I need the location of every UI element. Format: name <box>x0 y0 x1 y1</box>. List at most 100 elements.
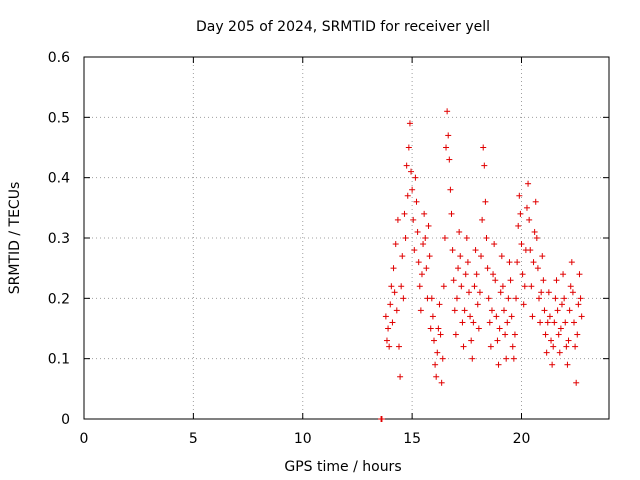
data-point <box>537 319 544 326</box>
data-point <box>408 168 415 175</box>
data-point <box>517 210 524 217</box>
data-point <box>483 235 490 241</box>
data-point <box>389 319 396 326</box>
data-point <box>470 319 477 326</box>
data-point <box>498 253 505 260</box>
data-point <box>473 271 480 278</box>
data-point <box>428 295 435 302</box>
data-point <box>555 331 562 338</box>
plot-frame <box>83 56 610 420</box>
data-point <box>426 253 433 260</box>
axis-ticks <box>83 56 609 420</box>
data-point <box>485 295 492 302</box>
data-point <box>433 373 440 380</box>
data-point <box>557 325 564 332</box>
data-point <box>536 295 542 302</box>
data-point <box>459 319 466 326</box>
data-point <box>561 295 568 302</box>
y-tick-label: 0.4 <box>48 171 70 187</box>
data-point <box>494 337 501 344</box>
data-point <box>518 241 525 248</box>
data-point <box>437 331 444 338</box>
data-point <box>496 325 503 332</box>
data-point <box>549 361 556 368</box>
data-point <box>448 210 455 217</box>
data-point <box>533 235 540 241</box>
data-point <box>552 295 559 302</box>
data-point <box>450 277 457 284</box>
data-point <box>511 331 518 338</box>
data-point <box>532 198 539 205</box>
data-point <box>472 247 479 254</box>
data-point <box>553 277 560 284</box>
data-point <box>508 313 515 320</box>
data-point <box>501 307 507 314</box>
data-point <box>543 349 550 356</box>
data-point <box>568 259 575 266</box>
data-point <box>435 325 442 332</box>
grid-lines <box>84 57 609 419</box>
data-point <box>429 313 436 320</box>
data-point <box>506 259 513 266</box>
y-tick-label: 0.1 <box>48 352 70 368</box>
data-point <box>558 301 565 308</box>
data-point <box>403 162 410 169</box>
data-point <box>509 343 516 350</box>
data-point <box>481 162 488 169</box>
data-point <box>565 337 572 344</box>
data-point <box>574 331 581 338</box>
data-point <box>458 283 465 290</box>
data-point <box>441 235 448 241</box>
data-point <box>531 228 538 235</box>
data-point <box>571 319 577 326</box>
data-point <box>573 379 580 386</box>
data-point <box>406 120 413 127</box>
data-point <box>491 241 498 248</box>
data-point <box>411 247 418 254</box>
data-point <box>515 222 522 229</box>
data-point <box>463 235 470 241</box>
data-point <box>534 265 541 272</box>
chart-title: Day 205 of 2024, SRMTID for receiver yel… <box>196 19 490 35</box>
x-tick-label: 15 <box>403 431 421 447</box>
data-point <box>556 349 563 356</box>
data-point <box>468 337 475 344</box>
data-point <box>456 228 463 235</box>
data-point <box>528 283 535 290</box>
data-point <box>545 289 552 296</box>
data-point <box>432 361 439 368</box>
data-point <box>497 289 504 296</box>
data-point <box>422 235 429 241</box>
data-point <box>434 349 441 356</box>
data-point <box>385 325 392 332</box>
data-point <box>431 337 437 344</box>
data-point <box>467 313 474 320</box>
data-point <box>554 307 561 314</box>
data-point <box>576 271 583 278</box>
data-point <box>388 283 395 290</box>
data-point <box>396 343 402 350</box>
data-point <box>387 301 394 308</box>
data-point <box>412 174 419 181</box>
data-point <box>514 259 521 266</box>
data-point <box>410 216 417 223</box>
x-tick-label: 5 <box>189 431 198 447</box>
data-point <box>519 271 526 278</box>
data-point <box>383 337 390 344</box>
data-point <box>507 277 514 284</box>
data-point <box>577 295 584 302</box>
data-point <box>490 271 497 278</box>
data-point <box>569 289 576 296</box>
data-point <box>452 331 459 338</box>
data-point <box>439 355 446 362</box>
data-point <box>504 319 511 326</box>
data-point <box>382 313 389 320</box>
data-point <box>393 307 400 314</box>
data-point <box>453 295 460 302</box>
data-point <box>400 295 407 302</box>
data-point <box>401 210 408 217</box>
data-point <box>471 283 478 290</box>
data-point <box>486 319 493 326</box>
data-point <box>476 289 483 296</box>
data-points <box>378 108 585 422</box>
